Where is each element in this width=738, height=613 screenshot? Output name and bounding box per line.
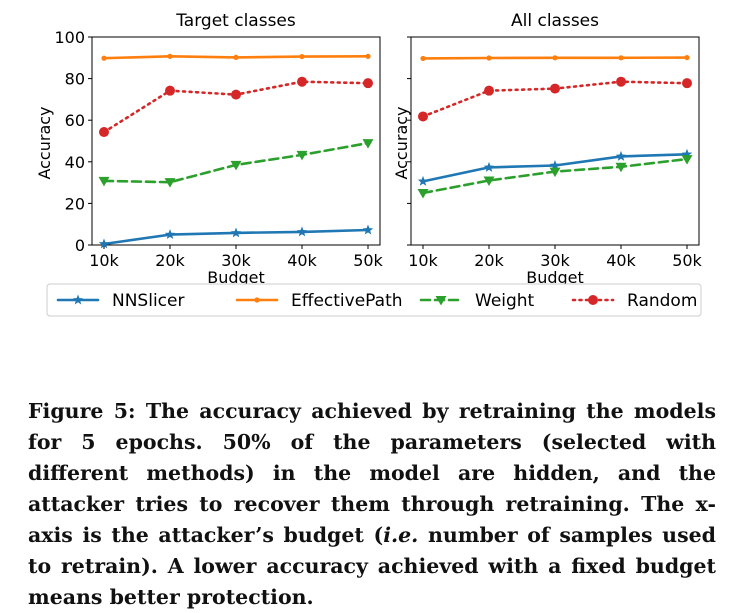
y-tick-label-1: 20	[65, 194, 85, 213]
data-point-1-2-3	[615, 162, 627, 173]
caption-part-3: number of samples used to retrain). A lo…	[28, 523, 716, 609]
series-line-0-3	[102, 80, 370, 134]
y-tick-label-3: 60	[65, 111, 85, 130]
data-point-0-1-0	[101, 55, 107, 61]
y-axis-label-0: Accuracy	[35, 106, 54, 179]
data-point-0-3-3	[297, 76, 307, 87]
data-point-0-2-1	[164, 178, 176, 188]
data-point-0-2-3	[296, 150, 308, 161]
data-point-1-2-1	[483, 176, 495, 187]
data-point-1-1-2	[552, 55, 558, 61]
legend-marker-1	[254, 297, 260, 303]
data-point-1-2-0	[417, 189, 429, 199]
data-point-0-2-4	[362, 139, 374, 149]
legend-label-1: EffectivePath	[291, 291, 403, 311]
chart-title-1: All classes	[511, 11, 599, 31]
x-axis-label-1: Budget	[526, 268, 584, 287]
legend-label-3: Random	[627, 291, 697, 311]
x-tick-label-1-2: 30k	[540, 251, 570, 270]
caption-part-1: Figure 5: The accuracy achieved by retra…	[28, 399, 716, 547]
x-tick-label-1-4: 50k	[672, 251, 702, 270]
data-point-0-2-2	[230, 160, 242, 171]
axes-frame-1	[410, 36, 700, 246]
y-tick-label-0: 0	[75, 236, 85, 255]
axes-frame-0	[91, 36, 381, 246]
data-point-0-1-2	[233, 54, 239, 60]
data-point-1-1-3	[618, 55, 624, 61]
x-tick-label-1-0: 10k	[408, 251, 438, 270]
data-point-0-1-1	[167, 53, 173, 59]
legend-marker-0	[72, 294, 84, 305]
data-point-1-2-2	[549, 167, 561, 178]
y-tick-label-4: 80	[65, 70, 85, 89]
figure-chart: Target classes 0 20 40 60 80 100 10k 20k 30k 40k 50…	[35, 11, 703, 317]
data-point-1-1-1	[486, 55, 492, 61]
y-tick-label-2: 40	[65, 153, 85, 172]
y-axis-label-1: Accuracy	[392, 106, 411, 179]
data-point-1-2-4	[681, 155, 693, 165]
data-point-0-3-1	[165, 85, 175, 96]
data-point-0-0-1	[164, 229, 176, 240]
x-tick-label-0-2: 30k	[221, 251, 251, 270]
x-tick-label-1-3: 40k	[606, 251, 636, 270]
x-tick-label-0-4: 50k	[353, 251, 383, 270]
x-axis-label-0: Budget	[207, 268, 265, 287]
legend-marker-3	[588, 295, 598, 305]
chart-title-0: Target classes	[175, 11, 296, 31]
data-point-0-0-2	[230, 227, 242, 238]
data-point-0-3-4	[363, 78, 373, 89]
x-tick-label-0-1: 20k	[155, 251, 185, 270]
data-point-1-1-4	[684, 54, 690, 61]
x-tick-label-0-0: 10k	[89, 251, 119, 270]
data-point-1-1-0	[420, 55, 426, 62]
x-tick-label-0-3: 40k	[287, 251, 317, 270]
data-point-1-3-4	[682, 78, 692, 89]
data-point-0-3-0	[99, 127, 109, 138]
data-point-1-0-0	[417, 175, 429, 186]
data-point-1-3-2	[550, 83, 560, 94]
data-point-1-0-2	[549, 160, 561, 170]
legend-box	[46, 283, 702, 317]
data-point-1-3-1	[484, 85, 494, 96]
data-point-1-3-0	[418, 111, 428, 122]
legend-label-0: NNSlicer	[112, 291, 184, 311]
data-point-0-3-2	[231, 89, 241, 100]
data-point-0-0-0	[98, 238, 110, 249]
data-point-0-2-0	[98, 176, 110, 187]
data-point-0-1-3	[299, 53, 305, 60]
caption-part-2: i.e.	[383, 523, 419, 547]
y-tick-label-5: 100	[54, 28, 85, 47]
figure-caption: Figure 5: The accuracy achieved by retra…	[28, 396, 716, 613]
data-point-1-3-3	[616, 76, 626, 87]
data-point-1-0-3	[615, 150, 627, 161]
legend-marker-2	[435, 296, 447, 306]
legend-label-2: Weight	[475, 291, 535, 311]
data-point-0-1-4	[365, 53, 371, 59]
data-point-0-0-3	[296, 226, 308, 237]
data-point-1-0-1	[483, 161, 495, 172]
data-point-0-0-4	[362, 224, 374, 235]
x-tick-label-1-1: 20k	[474, 251, 504, 270]
data-point-1-0-4	[681, 148, 693, 159]
